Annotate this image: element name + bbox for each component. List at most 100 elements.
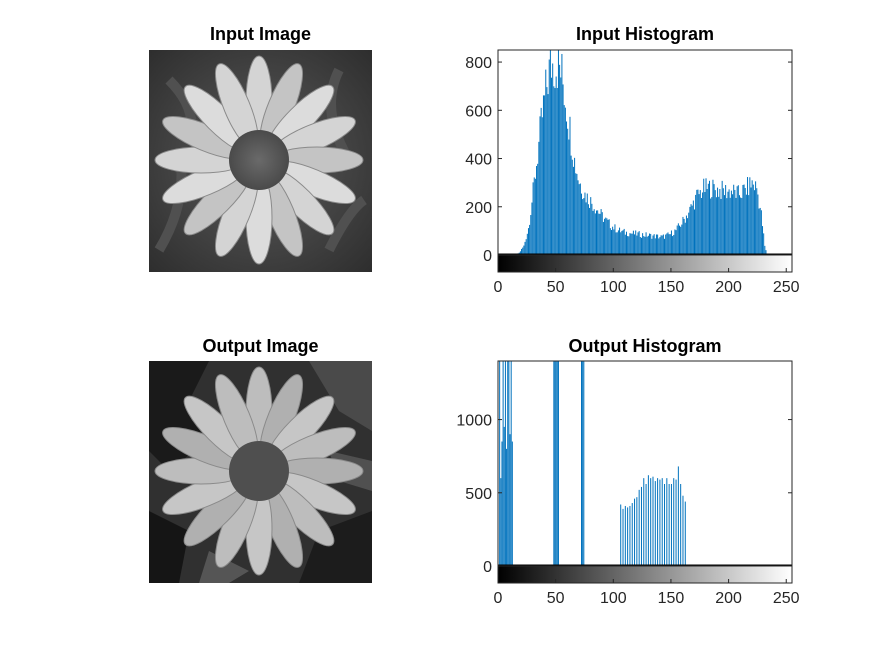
x-tick-label: 50 <box>547 279 565 296</box>
histogram-bar <box>699 190 701 255</box>
histogram-bar <box>684 222 686 255</box>
histogram-bar <box>605 217 607 255</box>
histogram-bar <box>747 177 749 255</box>
histogram-bar <box>587 204 589 255</box>
histogram-bar <box>688 212 690 255</box>
histogram-bar <box>675 230 677 255</box>
histogram-bar <box>560 77 562 255</box>
histogram-bar <box>627 507 629 566</box>
histogram-bar <box>585 202 587 255</box>
histogram-bar <box>691 205 693 255</box>
histogram-bar <box>653 234 655 255</box>
histogram-bar <box>687 218 689 255</box>
histogram-bar <box>668 484 670 566</box>
y-tick-label: 800 <box>465 55 492 72</box>
y-tick-label: 1000 <box>456 413 492 430</box>
histogram-bar <box>744 188 746 255</box>
histogram-bar <box>594 213 596 255</box>
histogram-bar <box>554 88 556 255</box>
histogram-bar <box>692 200 694 255</box>
histogram-bar <box>624 234 626 255</box>
histogram-bar <box>659 237 661 255</box>
histogram-bar <box>707 183 709 255</box>
histogram-bar <box>705 178 707 255</box>
x-tick-label: 100 <box>600 279 627 296</box>
histogram-bar <box>568 139 570 255</box>
histogram-bar <box>640 237 642 255</box>
histogram-bar <box>756 188 758 255</box>
histogram-bar <box>655 234 657 255</box>
histogram-bar <box>735 197 737 255</box>
histogram-bar <box>732 194 734 255</box>
histogram-bar <box>556 361 558 566</box>
histogram-bar <box>652 476 654 566</box>
histogram-bar <box>634 498 636 566</box>
histogram-bar <box>708 180 710 255</box>
histogram-bar <box>615 232 617 255</box>
histogram-bar <box>529 224 531 255</box>
histogram-bar <box>620 504 622 566</box>
histogram-bar <box>649 233 651 255</box>
input-image <box>149 50 372 272</box>
histogram-bar <box>556 87 558 255</box>
histogram-bar <box>695 194 697 255</box>
y-tick-label: 500 <box>465 486 492 503</box>
histogram-bar <box>569 116 571 255</box>
histogram-bar <box>621 230 623 255</box>
histogram-bar <box>516 253 518 255</box>
histogram-bar <box>578 184 580 255</box>
histogram-bar <box>672 236 674 255</box>
histogram-bar <box>507 361 509 566</box>
histogram-bar <box>740 197 742 255</box>
histogram-bar <box>638 489 640 566</box>
histogram-bar <box>661 478 663 566</box>
histogram-bar <box>644 236 646 255</box>
histogram-bar <box>546 87 548 255</box>
histogram-bar <box>657 478 659 566</box>
histogram-bar <box>537 163 539 255</box>
histogram-bar <box>614 224 616 255</box>
histogram-bar <box>646 236 648 255</box>
histogram-bar <box>612 226 614 255</box>
histogram-bar <box>725 185 727 255</box>
histogram-bar <box>536 166 538 255</box>
histogram-bar <box>715 197 717 255</box>
histogram-bar <box>527 228 529 255</box>
histogram-bar <box>574 157 576 255</box>
histogram-bar <box>576 173 578 255</box>
histogram-bar <box>540 107 542 255</box>
histogram-bar <box>545 69 547 255</box>
histogram-bar <box>703 178 705 255</box>
histogram-bar <box>650 233 652 255</box>
histogram-bar <box>753 190 755 255</box>
input-histogram-title: Input Histogram <box>576 24 714 44</box>
histogram-bar <box>542 95 544 255</box>
histogram-bar <box>632 230 634 255</box>
histogram-bar <box>604 218 606 255</box>
histogram-bar <box>631 503 633 566</box>
histogram-bar <box>544 95 546 255</box>
x-tick-label: 200 <box>715 590 742 607</box>
histogram-bar <box>661 235 663 255</box>
histogram-bar <box>581 361 583 566</box>
histogram-bar <box>728 189 730 255</box>
histogram-bar <box>551 77 553 255</box>
histogram-bar <box>619 227 621 255</box>
histogram-bar <box>622 508 624 566</box>
histogram-bar <box>583 361 585 566</box>
histogram-bar <box>525 239 527 255</box>
histogram-bar <box>638 231 640 255</box>
flower-quantized-photo-icon <box>149 361 372 583</box>
histogram-bar <box>680 226 682 255</box>
histogram-bar <box>623 228 625 255</box>
histogram-bar <box>670 484 672 566</box>
histogram-bar <box>609 228 611 255</box>
y-tick-label: 600 <box>465 103 492 120</box>
histogram-bar <box>582 361 584 566</box>
axes-box <box>497 360 793 584</box>
histogram-bar <box>625 231 627 255</box>
histogram-bars <box>515 50 767 255</box>
x-tick-label: 150 <box>658 590 685 607</box>
histogram-bar <box>557 50 559 255</box>
histogram-bar <box>677 466 679 566</box>
